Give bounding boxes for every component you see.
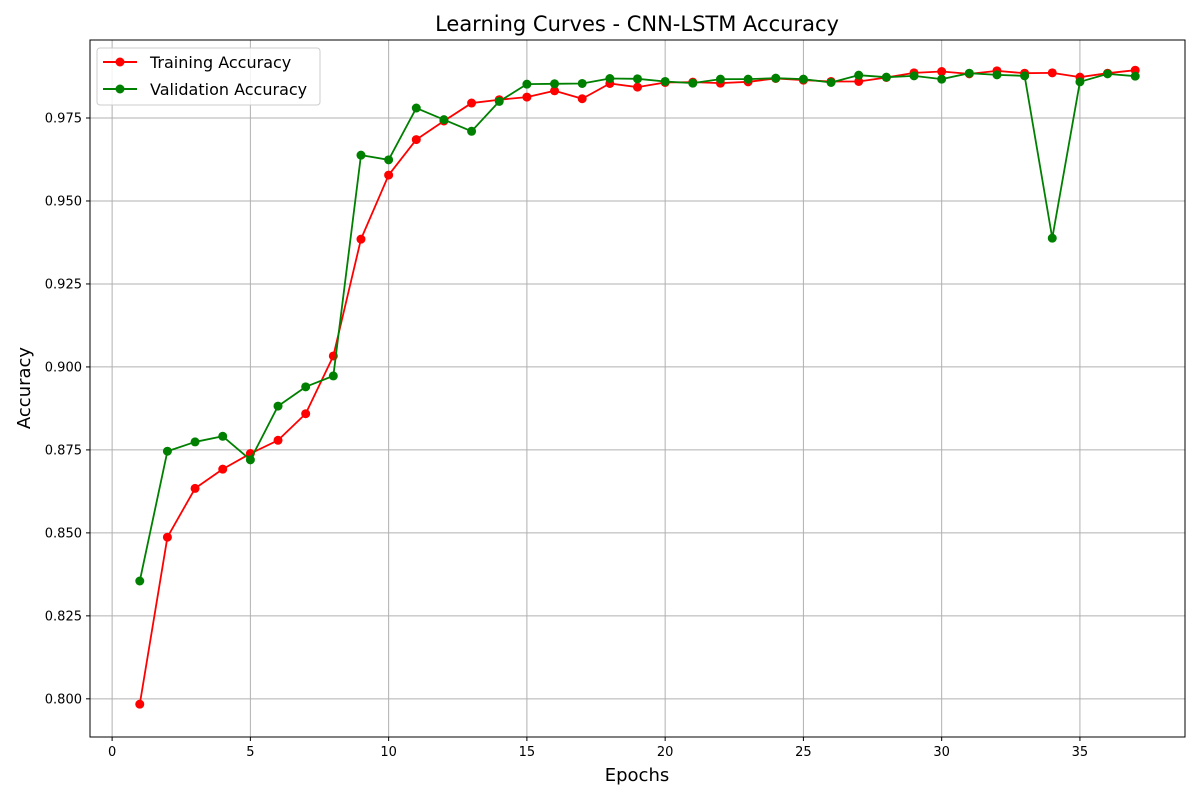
- y-tick-label: 0.850: [45, 526, 82, 541]
- data-point-validation-accuracy: [633, 74, 642, 84]
- y-tick-label: 0.875: [45, 443, 82, 458]
- data-point-training-accuracy: [633, 82, 642, 92]
- data-point-training-accuracy: [218, 464, 228, 474]
- data-point-validation-accuracy: [688, 78, 698, 88]
- data-point-validation-accuracy: [577, 78, 587, 88]
- data-point-validation-accuracy: [881, 72, 891, 82]
- x-axis-label: Epochs: [605, 765, 670, 786]
- legend-label-training: Training Accuracy: [149, 53, 291, 72]
- x-axis-ticks: 0 5 10 15 20 25 30 35: [108, 737, 1088, 760]
- data-point-training-accuracy: [356, 234, 366, 244]
- data-point-validation-accuracy: [550, 79, 560, 89]
- data-point-validation-accuracy: [854, 70, 864, 80]
- chart-title: Learning Curves - CNN-LSTM Accuracy: [435, 12, 839, 36]
- data-point-training-accuracy: [467, 98, 477, 108]
- x-tick-label: 25: [795, 745, 812, 760]
- data-point-validation-accuracy: [190, 437, 200, 447]
- x-tick-label: 20: [657, 745, 674, 760]
- series-line-training-accuracy: [138, 69, 1136, 705]
- data-point-training-accuracy: [411, 135, 421, 145]
- legend-marker-training: [115, 57, 125, 67]
- data-point-validation-accuracy: [743, 74, 753, 84]
- series-line-validation-accuracy: [138, 72, 1136, 582]
- data-point-training-accuracy: [854, 76, 864, 86]
- data-point-validation-accuracy: [522, 79, 532, 89]
- data-point-validation-accuracy: [245, 455, 255, 465]
- legend: Training Accuracy Validation Accuracy: [96, 47, 321, 106]
- data-point-validation-accuracy: [356, 150, 366, 160]
- x-tick-label: 5: [246, 745, 254, 760]
- data-point-training-accuracy: [135, 699, 145, 709]
- y-axis-label: Accuracy: [14, 347, 35, 430]
- data-point-validation-accuracy: [384, 155, 394, 165]
- data-point-validation-accuracy: [826, 77, 836, 87]
- data-point-validation-accuracy: [135, 576, 145, 586]
- data-point-validation-accuracy: [1020, 71, 1030, 81]
- data-point-training-accuracy: [162, 532, 172, 542]
- plot-frame: [89, 39, 1186, 738]
- data-point-validation-accuracy: [937, 74, 947, 84]
- data-point-validation-accuracy: [605, 74, 615, 84]
- data-point-training-accuracy: [190, 483, 200, 493]
- y-tick-label: 0.925: [45, 277, 82, 292]
- data-point-validation-accuracy: [467, 126, 477, 136]
- data-point-training-accuracy: [937, 67, 947, 77]
- series-training-accuracy: [135, 65, 1140, 709]
- data-point-validation-accuracy: [1130, 71, 1140, 81]
- y-tick-label: 0.825: [45, 609, 82, 624]
- data-point-validation-accuracy: [771, 73, 781, 83]
- data-point-validation-accuracy: [1103, 69, 1113, 79]
- data-point-validation-accuracy: [1075, 77, 1085, 87]
- data-point-validation-accuracy: [439, 115, 449, 125]
- y-tick-label: 0.975: [45, 111, 82, 126]
- data-point-validation-accuracy: [715, 74, 725, 84]
- data-point-validation-accuracy: [964, 68, 974, 78]
- data-point-training-accuracy: [577, 94, 587, 104]
- data-point-training-accuracy: [522, 92, 532, 102]
- data-point-training-accuracy: [384, 170, 394, 180]
- legend-label-validation: Validation Accuracy: [150, 80, 307, 99]
- data-point-validation-accuracy: [162, 446, 172, 456]
- data-point-validation-accuracy: [301, 382, 311, 392]
- data-point-validation-accuracy: [909, 71, 919, 81]
- x-tick-label: 30: [933, 745, 950, 760]
- data-point-validation-accuracy: [494, 96, 504, 106]
- x-tick-label: 0: [108, 745, 116, 760]
- data-point-validation-accuracy: [218, 431, 228, 441]
- data-point-validation-accuracy: [411, 103, 421, 113]
- grid: [90, 40, 1185, 737]
- data-point-training-accuracy: [1047, 68, 1057, 78]
- data-point-validation-accuracy: [660, 76, 670, 86]
- data-point-validation-accuracy: [273, 401, 283, 411]
- x-tick-label: 15: [519, 745, 536, 760]
- x-tick-label: 35: [1072, 745, 1089, 760]
- x-tick-label: 10: [380, 745, 397, 760]
- y-tick-label: 0.900: [45, 360, 82, 375]
- data-point-validation-accuracy: [992, 70, 1002, 80]
- data-point-validation-accuracy: [328, 371, 338, 381]
- series: [135, 65, 1140, 709]
- y-axis-ticks: 0.800 0.825 0.850 0.875 0.900 0.925 0.950 0.975: [45, 111, 90, 707]
- data-point-training-accuracy: [273, 435, 283, 445]
- data-point-validation-accuracy: [798, 74, 808, 84]
- legend-frame: [96, 47, 321, 106]
- data-point-validation-accuracy: [1047, 233, 1057, 243]
- y-tick-label: 0.950: [45, 194, 82, 209]
- y-tick-label: 0.800: [45, 692, 82, 707]
- series-validation-accuracy: [135, 68, 1140, 586]
- legend-marker-validation: [115, 84, 125, 94]
- data-point-training-accuracy: [301, 409, 311, 419]
- data-point-training-accuracy: [550, 86, 560, 96]
